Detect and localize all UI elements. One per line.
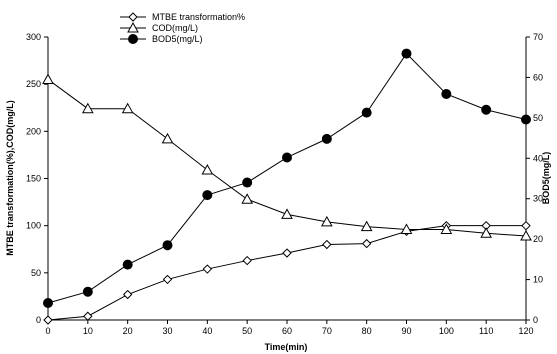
series-layer	[42, 48, 532, 325]
data-point	[361, 107, 372, 118]
data-point	[242, 255, 252, 266]
data-point	[42, 73, 54, 84]
legend-marker	[128, 34, 138, 44]
data-point	[322, 239, 332, 250]
series-0	[43, 220, 531, 325]
data-point	[202, 264, 213, 274]
data-point	[202, 190, 213, 201]
data-point	[43, 315, 53, 325]
legend-label: COD(mg/L)	[152, 23, 198, 33]
x-tick-label: 70	[322, 326, 332, 336]
legend-marker	[128, 12, 138, 22]
data-point	[521, 114, 531, 125]
x-tick-label: 120	[518, 326, 533, 336]
x-tick-label: 20	[123, 326, 133, 336]
data-point	[81, 102, 94, 114]
y-right-tick-label: 0	[533, 315, 538, 325]
data-point	[82, 286, 93, 297]
x-tick-label: 0	[45, 326, 50, 336]
legend-marker	[127, 21, 139, 33]
y-right-tick-label: 70	[533, 32, 543, 42]
x-tick-label: 50	[242, 326, 252, 336]
data-point	[401, 48, 412, 59]
data-point	[201, 163, 214, 175]
y-axis-right-title: BOD5(mg/L)	[541, 152, 551, 205]
y-right-tick-label: 40	[533, 153, 543, 163]
y-left-tick-label: 250	[26, 79, 41, 89]
legend-label: BOD5(mg/L)	[152, 34, 203, 44]
y-left-tick-label: 50	[31, 268, 41, 278]
data-point	[281, 208, 293, 219]
x-tick-label: 100	[439, 326, 454, 336]
y-right-tick-label: 60	[533, 72, 543, 82]
data-point	[83, 311, 93, 321]
data-point	[360, 220, 373, 232]
data-point	[43, 298, 53, 309]
x-tick-label: 40	[202, 326, 212, 336]
data-point	[162, 240, 173, 251]
series-line	[47, 52, 527, 304]
data-point	[121, 102, 134, 114]
data-point	[480, 227, 493, 238]
legend: MTBE transformation%COD(mg/L)BOD5(mg/L)	[120, 12, 245, 44]
x-tick-label: 30	[162, 326, 172, 336]
data-point	[282, 248, 292, 258]
y-left-tick-label: 150	[26, 174, 41, 184]
series-1	[42, 73, 532, 241]
x-tick-label: 90	[401, 326, 411, 336]
y-axis-left-title: MTBE transformation(%),COD(mg/L)	[5, 100, 15, 256]
data-point	[361, 238, 372, 249]
data-point	[162, 274, 173, 285]
y-left-tick-label: 0	[36, 315, 41, 325]
legend-label: MTBE transformation%	[152, 12, 245, 22]
data-point	[521, 220, 531, 231]
series-line	[47, 225, 526, 321]
series-2	[43, 48, 531, 309]
x-tick-label: 110	[479, 326, 493, 336]
x-tick-label: 10	[83, 326, 93, 336]
y-left-tick-label: 300	[26, 32, 41, 42]
y-right-tick-label: 30	[533, 194, 543, 204]
data-point	[282, 152, 292, 163]
data-point	[122, 259, 133, 270]
y-right-tick-label: 10	[533, 275, 543, 285]
y-left-tick-label: 200	[26, 126, 41, 136]
data-point	[161, 132, 174, 144]
y-left-tick-label: 100	[26, 221, 41, 231]
data-point	[520, 230, 532, 241]
data-point	[241, 193, 254, 204]
data-point	[440, 223, 453, 234]
data-point	[400, 223, 413, 234]
axes: 0 10 20 30 40 50 60 70 80 90 100 110 120050100150200…	[26, 32, 543, 336]
y-right-tick-label: 20	[533, 234, 543, 244]
data-point	[242, 177, 253, 188]
y-right-tick-label: 50	[533, 113, 543, 123]
x-tick-label: 60	[282, 326, 292, 336]
data-point	[481, 104, 492, 115]
data-point	[122, 289, 133, 300]
data-point	[321, 133, 332, 144]
x-axis-title: Time(min)	[265, 342, 308, 352]
data-point	[320, 215, 333, 227]
data-point	[441, 89, 452, 100]
x-tick-label: 80	[362, 326, 372, 336]
